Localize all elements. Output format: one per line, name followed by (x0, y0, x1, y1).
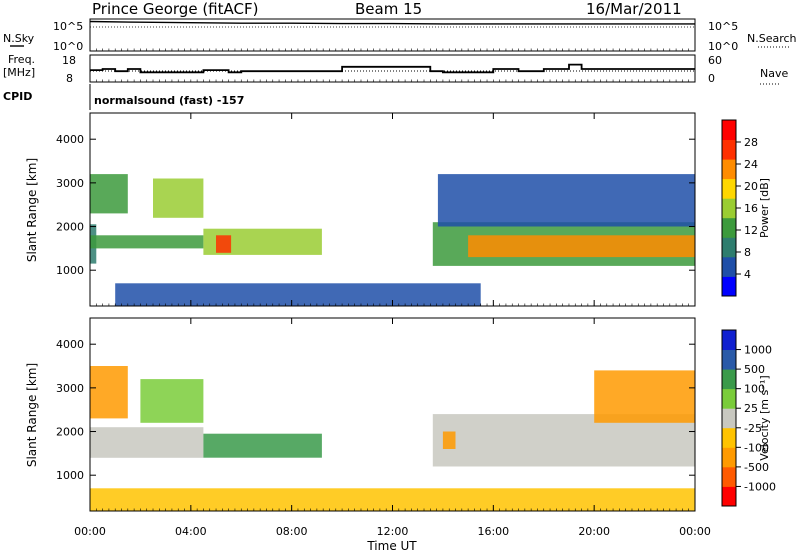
y-tick-label-1-3: 4000 (56, 338, 84, 351)
power-y-axis-label: Slant Range [km] (25, 158, 39, 262)
freq-series-line (90, 63, 695, 74)
nave-tick-high: 60 (708, 54, 722, 67)
freq-tick-low: 8 (66, 72, 73, 85)
velocity-colorbar-swatch-6 (722, 369, 736, 390)
x-tick-label-5: 20:00 (578, 525, 610, 538)
velocity-colorbar: -1000 -500 -100 -25 25 100 500 1000 (722, 330, 776, 507)
power-cell-8 (468, 235, 695, 258)
y-tick-label-0-0: 1000 (56, 264, 84, 277)
freq-label-line1: Freq. (8, 53, 35, 66)
nsky-label: N.Sky (3, 32, 35, 45)
y-tick-label-0-2: 3000 (56, 177, 84, 190)
velocity-colorbar-swatch-5 (722, 388, 736, 409)
power-colorbar-swatch-0 (722, 276, 736, 297)
power-colorbar: 4 8 12 16 20 24 28 (722, 120, 758, 297)
velocity-colorbar-tick-label-7: 1000 (744, 344, 772, 357)
freq-label-line2: [MHz] (3, 66, 35, 79)
power-colorbar-swatch-5 (722, 178, 736, 199)
velocity-colorbar-swatch-8 (722, 330, 736, 350)
nave-tick-low: 0 (708, 72, 715, 85)
velocity-colorbar-swatch-1 (722, 466, 736, 487)
x-tick-label-6: 00:00 (679, 525, 711, 538)
velocity-colorbar-tick-label-5: 100 (744, 383, 765, 396)
velocity-colorbar-label: Velocity [m s⁻¹] (758, 375, 771, 460)
cpid-label: CPID (3, 90, 32, 103)
nsky-series-line (89, 20, 695, 25)
power-colorbar-tick-label-2: 12 (744, 224, 758, 237)
velocity-colorbar-tick-label-4: 25 (744, 402, 758, 415)
power-colorbar-swatch-8 (722, 120, 736, 140)
velocity-colorbar-tick-label-2: -100 (744, 441, 769, 454)
power-colorbar-swatch-6 (722, 159, 736, 180)
power-cell-3 (153, 178, 204, 218)
power-colorbar-tick-label-4: 20 (744, 180, 758, 193)
power-colorbar-swatch-1 (722, 256, 736, 277)
velocity-cell-3 (203, 433, 322, 458)
x-tick-label-0: 00:00 (74, 525, 106, 538)
y-tick-label-0-1: 2000 (56, 221, 84, 234)
velocity-colorbar-swatch-0 (722, 486, 736, 507)
velocity-colorbar-tick-label-3: -25 (744, 422, 762, 435)
x-tick-label-3: 12:00 (377, 525, 409, 538)
power-cell-5 (216, 235, 232, 253)
x-axis-label: Time UT (366, 539, 417, 553)
y-tick-label-1-0: 1000 (56, 469, 84, 482)
velocity-colorbar-tick-label-1: -500 (744, 461, 769, 474)
power-colorbar-tick-label-5: 24 (744, 158, 758, 171)
power-cell-1 (90, 235, 204, 249)
power-colorbar-tick-label-6: 28 (744, 136, 758, 149)
cpid-text: normalsound (fast) -157 (94, 94, 244, 107)
velocity-colorbar-swatch-7 (722, 349, 736, 370)
power-cell-9 (437, 174, 695, 227)
velocity-colorbar-swatch-3 (722, 427, 736, 448)
freq-tick-high: 18 (62, 54, 76, 67)
velocity-colorbar-swatch-2 (722, 447, 736, 468)
station-title: Prince George (fitACF) (92, 0, 258, 18)
power-colorbar-swatch-2 (722, 237, 736, 258)
velocity-heatmap (90, 366, 695, 511)
power-colorbar-label: Power [dB] (758, 178, 771, 238)
velocity-cell-4 (432, 414, 695, 467)
y-tick-label-0-3: 4000 (56, 133, 84, 146)
nsearch-label: N.Search (747, 32, 797, 45)
velocity-cell-0 (90, 427, 204, 458)
velocity-colorbar-tick-label-0: -1000 (744, 480, 776, 493)
x-tick-label-2: 08:00 (276, 525, 308, 538)
velocity-cell-5 (442, 431, 456, 449)
power-cell-6 (115, 283, 481, 306)
x-tick-label-4: 16:00 (477, 525, 509, 538)
velocity-y-axis-label: Slant Range [km] (25, 363, 39, 467)
noise-tick-right-low: 10^0 (708, 40, 738, 53)
power-colorbar-frame (721, 119, 737, 297)
velocity-colorbar-swatch-4 (722, 408, 736, 429)
power-colorbar-swatch-4 (722, 198, 736, 219)
date-label: 16/Mar/2011 (586, 0, 682, 18)
noise-tick-left-high: 10^5 (53, 20, 83, 33)
y-tick-label-1-2: 3000 (56, 382, 84, 395)
y-tick-label-1-1: 2000 (56, 426, 84, 439)
velocity-cell-6 (594, 370, 695, 423)
nave-label: Nave (760, 67, 788, 80)
noise-tick-left-low: 10^0 (53, 40, 83, 53)
velocity-cell-7 (90, 488, 695, 511)
power-cell-2 (90, 174, 128, 214)
power-heatmap (90, 174, 695, 306)
velocity-colorbar-frame (721, 329, 737, 507)
power-colorbar-tick-label-3: 16 (744, 202, 758, 215)
noise-tick-right-high: 10^5 (708, 20, 738, 33)
velocity-colorbar-tick-label-6: 500 (744, 363, 765, 376)
power-colorbar-tick-label-0: 4 (744, 268, 751, 281)
power-colorbar-swatch-3 (722, 217, 736, 238)
power-colorbar-tick-label-1: 8 (744, 246, 751, 259)
power-colorbar-swatch-7 (722, 139, 736, 160)
x-tick-label-1: 04:00 (175, 525, 207, 538)
beam-label: Beam 15 (355, 0, 422, 18)
velocity-cell-1 (90, 366, 128, 419)
velocity-cell-2 (140, 379, 204, 423)
